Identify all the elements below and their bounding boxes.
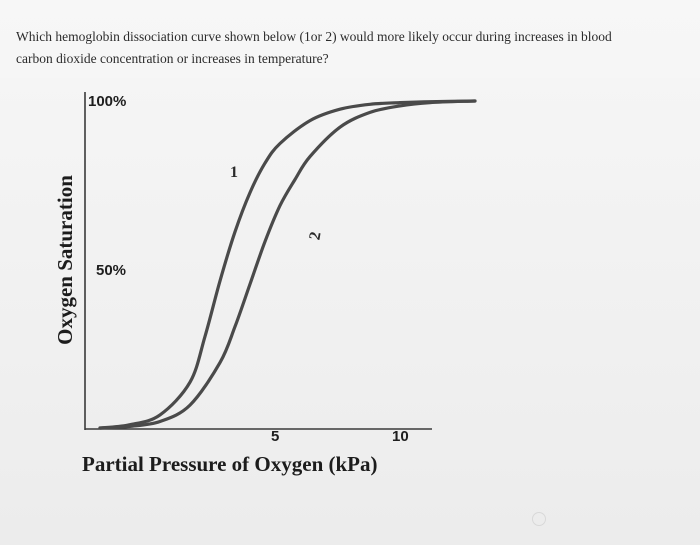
- curve-label-1: 1: [230, 164, 238, 181]
- chart-area: [0, 78, 700, 545]
- curve-1: [98, 99, 477, 430]
- y-axis-label: Oxygen Saturation: [53, 175, 77, 345]
- y-tick-100: 100%: [88, 93, 127, 110]
- x-tick-10: 10: [392, 428, 409, 445]
- curve-2: [98, 99, 477, 430]
- y-tick-50: 50%: [96, 262, 127, 279]
- x-tick-5: 5: [271, 428, 280, 445]
- question-text: Which hemoglobin dissociation curve show…: [16, 29, 612, 66]
- decorative-circle: [532, 512, 546, 526]
- x-axis-label: Partial Pressure of Oxygen (kPa): [82, 452, 378, 476]
